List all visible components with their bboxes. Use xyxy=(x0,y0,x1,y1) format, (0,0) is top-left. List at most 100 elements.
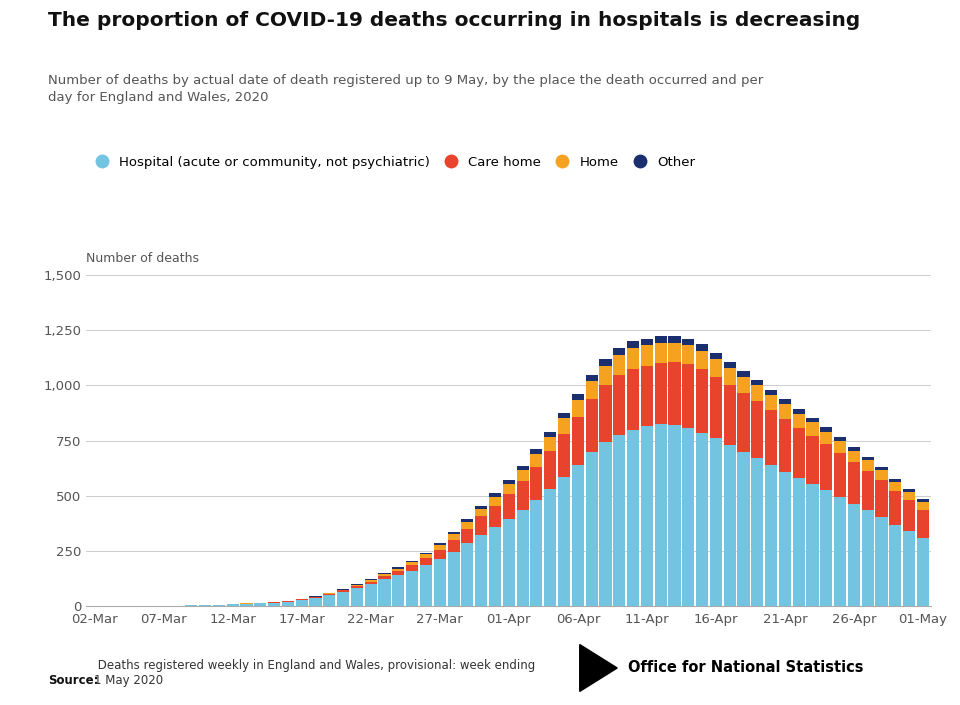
Bar xyxy=(213,605,225,606)
Bar xyxy=(917,510,929,538)
Bar xyxy=(793,478,804,606)
Bar xyxy=(779,405,791,419)
Bar xyxy=(613,355,625,376)
Bar xyxy=(199,605,211,606)
Text: Office for National Statistics: Office for National Statistics xyxy=(629,661,864,675)
Bar xyxy=(516,482,529,510)
Bar xyxy=(434,559,445,606)
Text: Deaths registered weekly in England and Wales, provisional: week ending
1 May 20: Deaths registered weekly in England and … xyxy=(94,659,536,687)
Bar xyxy=(751,401,763,458)
Bar xyxy=(544,431,556,436)
Bar xyxy=(586,452,598,606)
Bar xyxy=(365,582,377,584)
Bar xyxy=(572,417,584,465)
Bar xyxy=(503,494,515,519)
Bar xyxy=(696,369,708,433)
Bar xyxy=(834,437,846,441)
Bar xyxy=(848,447,860,450)
Bar xyxy=(420,565,432,606)
Bar xyxy=(793,409,804,414)
Bar xyxy=(378,576,391,580)
Bar xyxy=(834,441,846,453)
Polygon shape xyxy=(580,644,617,692)
Bar xyxy=(655,424,666,606)
Bar xyxy=(627,341,639,348)
Text: Number of deaths: Number of deaths xyxy=(86,252,200,265)
Bar xyxy=(848,462,860,503)
Bar xyxy=(406,565,419,571)
Text: Number of deaths by actual date of death registered up to 9 May, by the place th: Number of deaths by actual date of death… xyxy=(48,74,763,104)
Bar xyxy=(903,492,915,501)
Bar xyxy=(351,586,363,588)
Bar xyxy=(378,573,391,574)
Bar xyxy=(737,452,750,606)
Bar xyxy=(696,344,708,350)
Bar xyxy=(806,422,819,436)
Bar xyxy=(737,393,750,452)
Bar xyxy=(724,362,735,368)
Bar xyxy=(599,385,612,442)
Bar xyxy=(447,551,460,606)
Bar xyxy=(627,348,639,369)
Bar xyxy=(516,466,529,470)
Bar xyxy=(917,538,929,606)
Bar xyxy=(876,517,888,606)
Bar xyxy=(378,574,391,576)
Bar xyxy=(668,425,681,606)
Bar xyxy=(434,543,445,545)
Bar xyxy=(324,594,335,595)
Bar xyxy=(530,454,542,467)
Bar xyxy=(848,450,860,462)
Bar xyxy=(806,436,819,484)
Bar xyxy=(876,480,888,517)
Bar xyxy=(406,571,419,606)
Bar xyxy=(724,368,735,385)
Bar xyxy=(393,571,404,575)
Bar xyxy=(696,350,708,369)
Bar xyxy=(627,369,639,429)
Text: Source:: Source: xyxy=(48,675,99,687)
Bar xyxy=(489,527,501,606)
Bar xyxy=(709,377,722,439)
Bar xyxy=(683,364,694,429)
Bar xyxy=(765,395,778,410)
Bar xyxy=(683,339,694,345)
Bar xyxy=(862,471,874,510)
Bar xyxy=(724,385,735,445)
Bar xyxy=(447,532,460,534)
Legend: Hospital (acute or community, not psychiatric), Care home, Home, Other: Hospital (acute or community, not psychi… xyxy=(88,156,695,168)
Bar xyxy=(489,493,501,497)
Bar xyxy=(586,399,598,452)
Bar xyxy=(683,429,694,606)
Bar xyxy=(254,603,267,606)
Bar xyxy=(572,465,584,606)
Bar xyxy=(558,434,570,477)
Bar xyxy=(309,598,322,606)
Bar xyxy=(765,410,778,465)
Bar xyxy=(309,597,322,598)
Bar xyxy=(462,522,473,529)
Bar xyxy=(572,394,584,400)
Bar xyxy=(765,465,778,606)
Bar xyxy=(337,590,349,592)
Bar xyxy=(268,603,280,606)
Bar xyxy=(558,418,570,434)
Bar xyxy=(751,458,763,606)
Bar xyxy=(558,477,570,606)
Bar xyxy=(820,431,832,444)
Bar xyxy=(351,585,363,586)
Bar xyxy=(475,505,488,509)
Bar xyxy=(779,399,791,405)
Bar xyxy=(462,520,473,522)
Bar xyxy=(613,348,625,355)
Bar xyxy=(558,413,570,418)
Bar xyxy=(655,343,666,362)
Bar xyxy=(365,579,377,580)
Bar xyxy=(572,400,584,417)
Bar xyxy=(599,442,612,606)
Bar xyxy=(378,580,391,606)
Bar xyxy=(613,435,625,606)
Bar xyxy=(462,529,473,544)
Bar xyxy=(324,595,335,606)
Bar xyxy=(848,503,860,606)
